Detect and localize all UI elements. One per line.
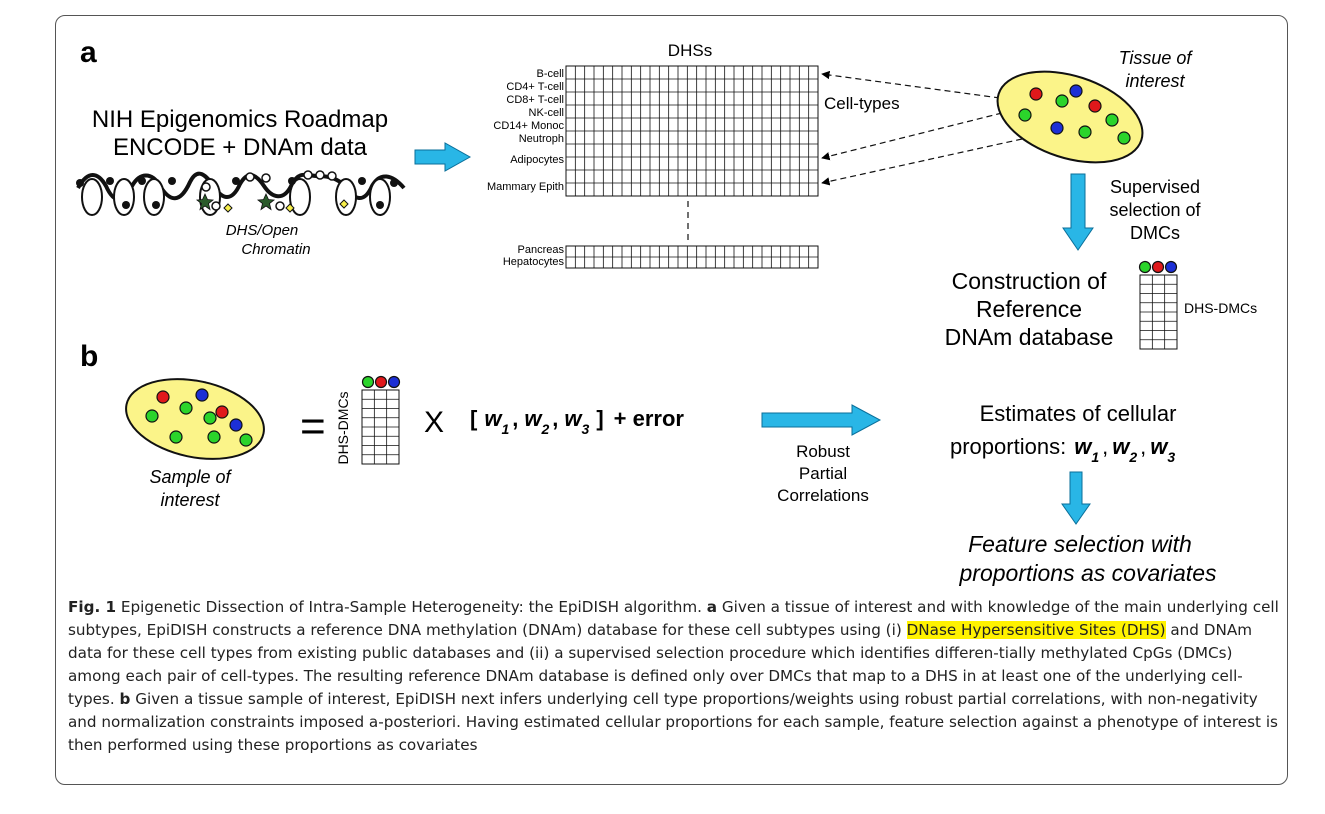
construction-line-3: DNAm database [945, 324, 1114, 350]
sample-label-2: interest [160, 490, 220, 510]
supervised-line-1: Supervised [1110, 177, 1200, 197]
caption-text: Epigenetic Dissection of Intra-Sample He… [116, 598, 707, 616]
sample-dhs-dmcs-label: DHS-DMCs [335, 391, 351, 464]
reference-dhs-dmc-matrix [1139, 274, 1178, 350]
estimates-line-2: proportions: w1, w2, w3 [950, 434, 1175, 465]
cell-type-label: CD14+ Monoc [493, 120, 564, 132]
matrix-title: DHSs [668, 41, 712, 60]
cell-types-label: Cell-types [824, 94, 900, 113]
sample-ellipse [125, 378, 265, 460]
reference-dhs-dmcs-label: DHS-DMCs [1184, 300, 1257, 316]
panel-a-label: a [80, 36, 97, 69]
caption-b-label: b [119, 690, 131, 708]
reference-dots [1138, 260, 1178, 274]
supervised-line-3: DMCs [1130, 223, 1180, 243]
dashed-arrow-mammary [821, 138, 1023, 186]
robust-arrow [761, 404, 882, 436]
sample-label-1: Sample of [149, 467, 232, 487]
tissue-label-2: interest [1125, 71, 1185, 91]
feature-arrow [1061, 471, 1091, 525]
feature-line-2: proportions as covariates [959, 560, 1217, 586]
tissue-label-1: Tissue of [1119, 48, 1194, 68]
caption-text: Given a tissue of interest and with know… [68, 598, 1279, 639]
robust-line-1: Robust [796, 442, 850, 461]
cell-type-label: Adipocytes [510, 154, 564, 166]
panel-b-label: b [80, 340, 98, 373]
cell-type-label: CD8+ T-cell [506, 94, 564, 106]
cell-type-label: B-cell [536, 68, 564, 80]
cell-type-label: Mammary Epith [487, 181, 564, 193]
caption-a-label: a [706, 598, 718, 616]
input-arrow [414, 142, 472, 172]
lower-cell-type-label: Pancreas [518, 244, 565, 256]
sample-dhs-dmc-matrix [361, 389, 400, 465]
caption-fig-label: Fig. 1 [68, 598, 117, 616]
chromatin-illustration [76, 170, 406, 216]
source-line-1: NIH Epigenomics Roadmap [92, 106, 388, 133]
caption-highlight: DNase Hypersensitive Sites (DHS) [906, 621, 1166, 639]
feature-line-1: Feature selection with [968, 531, 1192, 557]
tissue-ellipse [996, 70, 1144, 164]
equals-sign: = [300, 402, 326, 451]
source-line-2: ENCODE + DNAm data [113, 134, 368, 161]
dashed-arrow-adipocytes [821, 112, 1003, 161]
cell-type-label: Neutroph [519, 133, 564, 145]
chromatin-label-2: Chromatin [241, 241, 310, 258]
construction-line-1: Construction of [952, 268, 1107, 294]
chromatin-label-1: DHS/Open [226, 222, 299, 239]
dhs-matrix-grid [565, 65, 819, 197]
figure-diagram: a NIH Epigenomics Roadmap ENCODE + DNAm … [76, 36, 1257, 586]
cell-type-label: CD4+ T-cell [506, 81, 564, 93]
supervised-arrow [1062, 173, 1094, 251]
times-sign: X [424, 406, 444, 439]
robust-line-3: Correlations [777, 486, 869, 505]
figure-caption: Fig. 1 Epigenetic Dissection of Intra-Sa… [68, 596, 1280, 757]
caption-text: and DNAm data for these cell types from … [68, 621, 1252, 708]
construction-line-2: Reference [976, 296, 1082, 322]
sample-dots [361, 375, 401, 389]
robust-line-2: Partial [799, 464, 847, 483]
dhs-matrix-lower-grid [565, 245, 819, 269]
estimates-line-1: Estimates of cellular [980, 401, 1177, 426]
weights-formula: [w1, w2, w3] + error [470, 406, 684, 437]
caption-text: Given a tissue sample of interest, EpiDI… [68, 690, 1278, 754]
cell-type-label: NK-cell [529, 107, 564, 119]
supervised-line-2: selection of [1109, 200, 1201, 220]
lower-cell-type-label: Hepatocytes [503, 256, 565, 268]
